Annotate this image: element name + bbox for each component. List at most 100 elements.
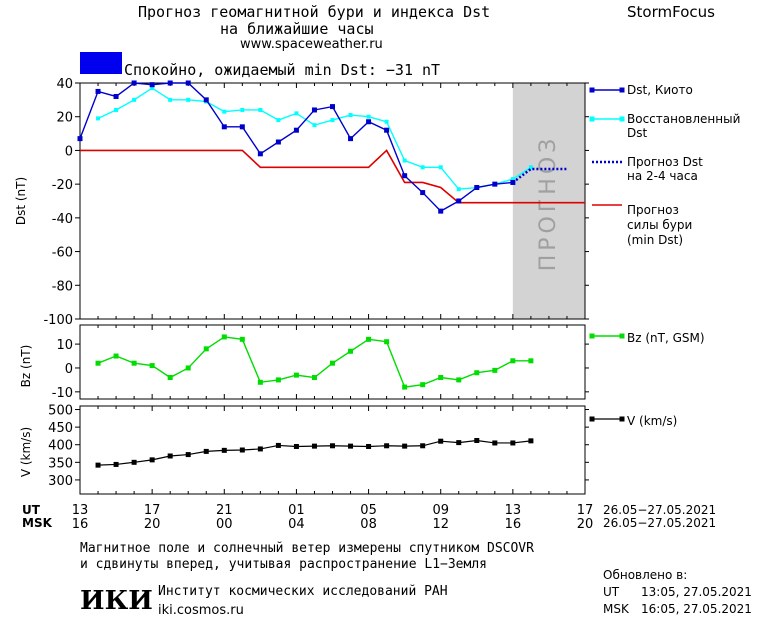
restored-dst-point [366, 114, 371, 119]
v-point [456, 440, 462, 446]
v-point [528, 438, 534, 444]
ut-tick-label: 17 [144, 503, 161, 518]
ut-tick-label: 21 [216, 503, 233, 518]
bz-point [438, 375, 444, 381]
restored-dst-point [258, 107, 263, 112]
legend-storm-1: Прогноз [627, 203, 679, 217]
dst-kyoto-point [366, 119, 372, 125]
bz-point [384, 339, 390, 345]
institute-site[interactable]: iki.cosmos.ru [158, 603, 244, 618]
legend-restored-2: Dst [627, 126, 648, 140]
v-point [402, 443, 408, 449]
dst-kyoto-point [239, 124, 245, 130]
restored-dst-point [186, 97, 191, 102]
restored-dst-point [330, 118, 335, 123]
restored-dst-point [240, 107, 245, 112]
bz-point [95, 360, 101, 366]
y-tick-label: 0 [65, 362, 73, 377]
bz-point [311, 375, 317, 381]
legend-bz-mark-marker [619, 333, 625, 339]
v-point [330, 443, 335, 449]
bz-point [348, 348, 354, 354]
y-tick-label: 40 [56, 77, 73, 92]
msk-axis-label: MSK [22, 516, 52, 530]
legend-dst-kyoto-mark-marker [589, 87, 595, 93]
bz-point [528, 358, 534, 364]
v-point [149, 457, 155, 463]
dst-kyoto-point [185, 80, 191, 86]
legend-storm-2: силы бури [627, 218, 693, 232]
brand-name: StormFocus [627, 3, 715, 21]
dst-kyoto-point [167, 80, 173, 86]
restored-dst-point [222, 109, 227, 114]
dst-kyoto-point [384, 127, 390, 133]
bz-axis-title: Bz (nT) [19, 345, 33, 388]
iki-logo: ИКИ [80, 586, 153, 616]
bz-point [203, 346, 209, 352]
y-tick-label: 350 [48, 456, 73, 471]
dst-kyoto-point [348, 136, 354, 142]
legend-v: V (km/s) [627, 414, 678, 428]
legend-dst-kyoto-mark-marker [619, 87, 625, 93]
msk-tick-label: 16 [505, 517, 522, 532]
restored-dst-point [312, 123, 317, 128]
v-point [492, 440, 498, 446]
ut-tick-label: 17 [577, 503, 594, 518]
dst-axis-title: Dst (nT) [14, 177, 28, 225]
dst-kyoto-point [275, 139, 281, 145]
bz-point [185, 365, 191, 371]
legend-v-mark-marker [589, 416, 595, 422]
msk-tick-label: 12 [432, 517, 449, 532]
dst-kyoto-point [330, 104, 335, 110]
msk-date-range: 26.05−27.05.2021 [603, 516, 717, 530]
legend-restored-mark-marker [589, 116, 595, 122]
legend-restored-mark-marker [619, 116, 625, 122]
restored-dst-point [276, 118, 281, 123]
v-point [366, 443, 372, 449]
chart-title-line2: на ближайшие часы [220, 20, 374, 38]
y-tick-label: -10 [52, 386, 73, 401]
v-point [131, 459, 137, 465]
dst-forecast-line [512, 167, 567, 184]
institute-name: Институт космических исследований РАН [158, 584, 448, 599]
dst-kyoto-point [438, 208, 444, 214]
v-axis-title: V (km/s) [19, 427, 33, 477]
restored-dst-point [168, 97, 173, 102]
legend-forecast-1: Прогноз Dst [627, 155, 703, 169]
legend-restored-1: Восстановленный [627, 112, 741, 126]
v-point [257, 446, 263, 452]
msk-tick-label: 00 [216, 517, 233, 532]
dst-kyoto-point [113, 93, 119, 99]
dst-kyoto-point [77, 136, 83, 142]
y-tick-label: 300 [48, 474, 73, 489]
y-tick-label: 500 [48, 404, 73, 419]
restored-dst-point [348, 113, 353, 118]
chart-title-line1: Прогноз геомагнитной бури и индекса Dst [138, 3, 491, 21]
dst-kyoto-point [402, 173, 408, 179]
legend-bz: Bz (nT, GSM) [627, 331, 705, 345]
v-point [95, 462, 101, 468]
bz-point [113, 353, 119, 359]
dst-panel-frame [79, 82, 586, 320]
legend-dst-kyoto: Dst, Киото [627, 83, 693, 97]
updated-msk-value: 16:05, 27.05.2021 [641, 602, 752, 616]
y-tick-label: -60 [52, 246, 73, 261]
status-swatch [80, 52, 122, 74]
v-point [113, 461, 119, 467]
bz-point [330, 360, 335, 366]
y-tick-label: 10 [56, 338, 73, 353]
v-point [438, 438, 444, 444]
v-point [348, 443, 354, 449]
restored-dst-point [150, 86, 155, 91]
updated-ut-value: 13:05, 27.05.2021 [641, 585, 752, 599]
measurement-note-1: Магнитное поле и солнечный ветер измерен… [80, 541, 534, 556]
y-tick-label: -20 [52, 178, 73, 193]
bz-point [510, 358, 516, 364]
v-point [510, 440, 516, 446]
site-url[interactable]: www.spaceweather.ru [240, 37, 383, 52]
restored-dst-point [96, 116, 101, 121]
v-point [221, 447, 227, 453]
restored-dst-point [114, 107, 119, 112]
updated-msk-label: MSK [603, 602, 629, 616]
ut-tick-label: 01 [288, 503, 305, 518]
